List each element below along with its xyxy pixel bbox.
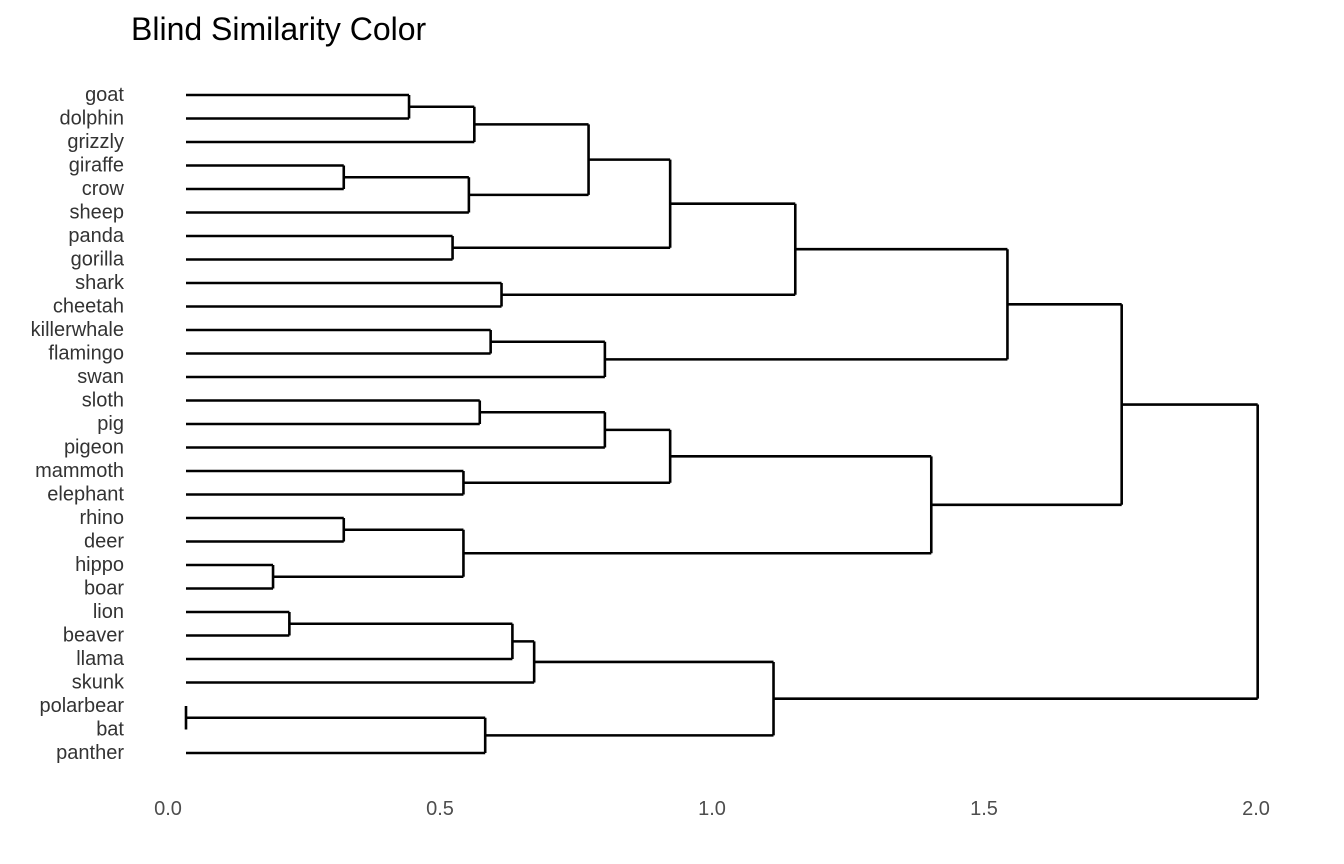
leaf-label-elephant: elephant (47, 484, 124, 506)
leaf-label-rhino: rhino (80, 507, 124, 529)
leaf-label-panda: panda (68, 225, 124, 247)
leaf-label-polarbear: polarbear (39, 695, 124, 717)
leaf-label-pig: pig (97, 413, 124, 435)
leaf-label-dolphin: dolphin (59, 108, 124, 130)
leaf-label-grizzly: grizzly (67, 131, 124, 153)
leaf-label-crow: crow (82, 178, 125, 200)
leaf-label-deer: deer (84, 531, 124, 553)
leaf-label-panther: panther (56, 742, 124, 764)
leaf-label-llama: llama (76, 648, 125, 670)
x-tick-label: 0.0 (154, 798, 182, 820)
leaf-label-shark: shark (75, 272, 125, 294)
leaf-label-gorilla: gorilla (71, 249, 125, 271)
leaf-label-sheep: sheep (70, 202, 125, 224)
x-tick-label: 1.5 (970, 798, 998, 820)
x-tick-label: 2.0 (1242, 798, 1270, 820)
leaf-label-beaver: beaver (63, 625, 124, 647)
leaf-labels: goatdolphingrizzlygiraffecrowsheeppandag… (31, 84, 125, 764)
leaf-label-giraffe: giraffe (69, 155, 124, 177)
chart-title: Blind Similarity Color (131, 11, 427, 47)
leaf-label-lion: lion (93, 601, 124, 623)
leaf-label-mammoth: mammoth (35, 460, 124, 482)
leaf-label-sloth: sloth (82, 390, 124, 412)
leaf-label-skunk: skunk (72, 672, 125, 694)
leaf-label-swan: swan (77, 366, 124, 388)
x-axis-ticks: 0.0 0.5 1.0 1.5 2.0 (154, 798, 1270, 820)
leaf-label-bat: bat (96, 719, 124, 741)
x-tick-label: 1.0 (698, 798, 726, 820)
leaf-label-pigeon: pigeon (64, 437, 124, 459)
leaf-label-flamingo: flamingo (48, 343, 124, 365)
dendrogram-branches (184, 93, 1259, 755)
leaf-label-boar: boar (84, 578, 124, 600)
leaf-label-killerwhale: killerwhale (31, 319, 124, 341)
leaf-label-cheetah: cheetah (53, 296, 124, 318)
leaf-label-hippo: hippo (75, 554, 124, 576)
x-tick-label: 0.5 (426, 798, 454, 820)
leaf-label-goat: goat (85, 84, 124, 106)
